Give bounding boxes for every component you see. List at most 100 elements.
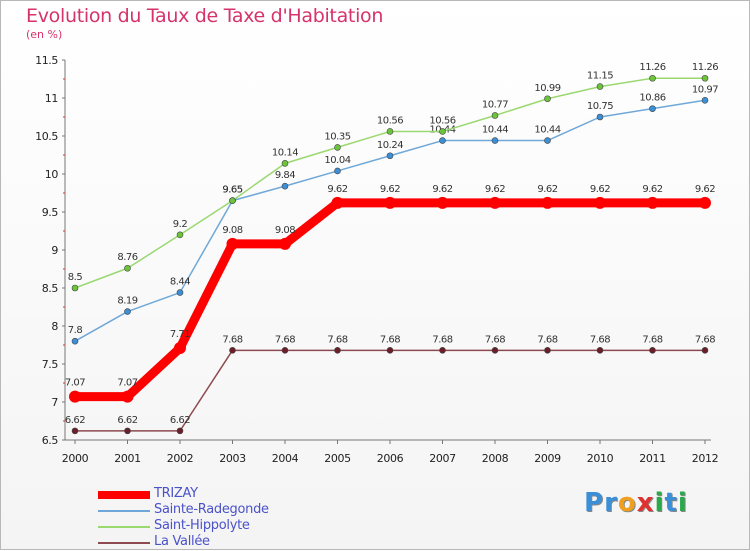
data-point [71,284,79,292]
legend-swatch [98,526,150,528]
data-label: 10.35 [324,131,350,142]
y-tick-label: 11 [45,92,58,105]
legend-swatch [98,510,150,512]
data-label: 7.68 [695,334,715,345]
data-point [174,342,186,355]
data-point [176,289,184,296]
data-point [649,105,656,112]
series-line [74,99,706,342]
data-label: 9.62 [432,184,452,195]
data-label: 10.44 [482,125,508,136]
data-label: 9.84 [275,170,295,181]
data-point [384,196,396,209]
data-point [229,347,236,354]
data-label: 10.77 [482,99,508,110]
data-label: 10.97 [692,84,718,95]
data-label: 10.44 [534,125,560,136]
data-point [699,196,711,209]
data-point [544,137,551,144]
data-label: 7.8 [68,325,83,336]
data-point [281,182,289,190]
legend-swatch [98,491,150,499]
logo-letter: t [664,488,678,518]
logo-letter: i [654,488,665,518]
legend-swatch [98,542,150,544]
data-point [71,337,79,345]
x-tick-label: 2003 [219,452,246,465]
data-point [386,128,394,135]
data-label: 10.14 [272,147,298,158]
data-label: 9.62 [642,184,662,195]
data-label: 9.62 [380,184,400,195]
legend-label: Sainte-Radegonde [154,502,269,517]
data-point [386,347,394,354]
data-point [69,390,81,403]
data-point [646,196,659,209]
data-point [436,196,449,209]
data-point [386,152,394,160]
data-point [334,167,341,175]
data-label: 9.65 [222,185,242,196]
data-label: 10.56 [377,115,403,126]
data-point [331,196,344,209]
series-trizay: 7.07 7.07 7.71 9.08 9.08 9.62 9.62 9.62 9.62 9.62… [65,184,716,403]
data-label: 8.44 [170,277,190,288]
data-point [124,264,131,272]
data-label: 7.68 [222,334,242,345]
x-tick-label: 2001 [114,452,140,465]
data-label: 7.68 [432,334,452,345]
data-label: 7.07 [65,378,85,389]
data-label: 6.62 [170,415,190,426]
data-label: 10.86 [639,93,665,104]
data-label: 11.15 [587,71,613,82]
data-point [279,237,291,250]
y-tick-label: 7.5 [42,358,59,371]
data-point [596,113,604,121]
data-label: 10.75 [587,101,613,112]
data-label: 10.99 [534,83,560,94]
data-point [544,347,551,354]
data-label: 9.62 [327,184,347,195]
data-point [541,196,554,209]
data-label: 9.62 [485,184,505,195]
logo-letter: r [604,488,618,518]
series-line [70,198,710,402]
data-label: 11.26 [639,62,665,73]
data-point [491,137,499,144]
data-label: 8.19 [117,296,137,307]
data-point [124,427,131,435]
series-la-vall-e: 6.62 6.62 6.62 7.68 7.68 7.68 7.68 7.68 7.68 7.68… [65,334,716,435]
x-tick-label: 2005 [324,452,351,465]
data-label: 7.71 [170,329,190,340]
data-point [701,347,709,354]
x-tick-label: 2002 [167,452,193,465]
proxiti-logo: Proxiti [584,488,688,518]
data-label: 9.08 [222,225,242,236]
data-point [334,347,341,354]
data-point [121,390,134,403]
x-tick-label: 2010 [587,452,614,465]
data-point [701,96,709,104]
data-point [176,427,184,435]
data-label: 6.62 [65,415,85,426]
y-tick-label: 9 [51,244,58,257]
data-label: 9.65 [222,185,242,196]
data-label: 7.68 [642,334,662,345]
data-point [124,308,131,315]
legend-label: TRIZAY [154,486,198,501]
y-tick-label: 10 [45,168,59,181]
chart-title: Evolution du Taux de Taxe d'Habitation [26,5,384,27]
x-tick-label: 2004 [272,452,299,465]
data-point [489,196,501,209]
y-tick-label: 8.5 [42,282,59,295]
data-label: 9.2 [173,219,188,230]
y-tick-label: 8 [51,320,58,333]
chart-subtitle: (en %) [26,28,63,41]
data-point [176,231,184,239]
data-label: 9.62 [695,184,715,195]
data-label: 10.04 [324,155,350,166]
data-point [439,137,446,144]
y-tick-label: 11.5 [35,54,58,67]
